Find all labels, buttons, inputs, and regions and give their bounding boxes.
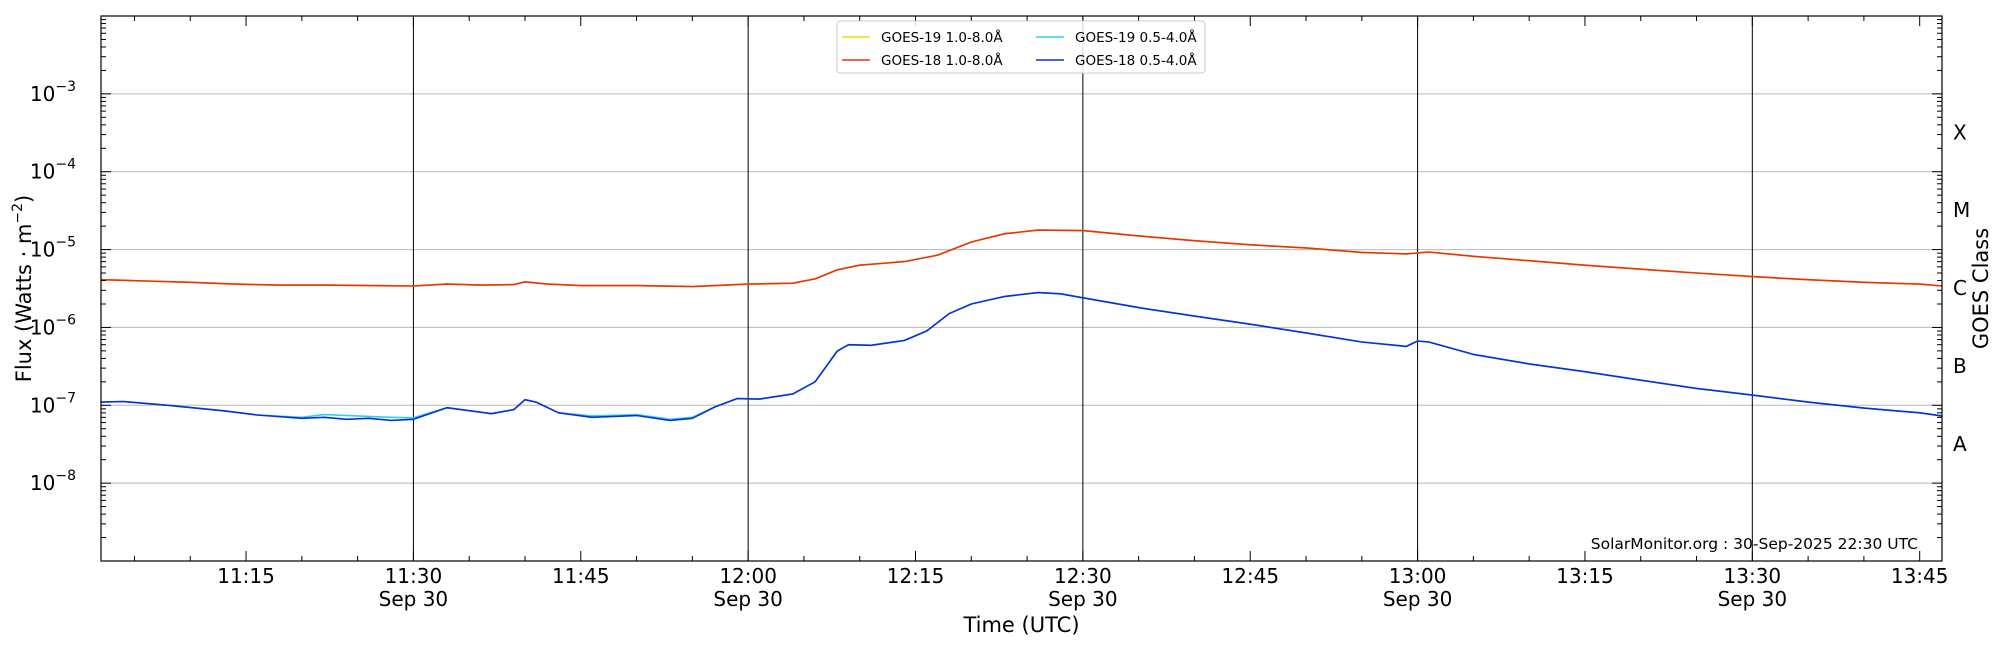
- goes-class-axis-title: GOES Class: [1969, 228, 1993, 349]
- x-tick-label: 13:15: [1556, 564, 1614, 588]
- x-tick-label: 13:45: [1891, 564, 1949, 588]
- y-tick-exponent: −5: [55, 235, 76, 251]
- x-tick-label: 12:45: [1221, 564, 1279, 588]
- y-tick-label: 10−7: [30, 390, 76, 417]
- x-tick-date-label: Sep 30: [713, 587, 783, 611]
- y-axis-title-close: ): [12, 195, 36, 203]
- goes-class-label: X: [1953, 120, 1967, 144]
- plot-frame: [100, 15, 1943, 562]
- legend-label: GOES-19 1.0-8.0Å: [881, 29, 1003, 46]
- y-tick-label: 10−4: [30, 157, 76, 184]
- legend: GOES-19 1.0-8.0Å GOES-19 0.5-4.0Å GOES-18 …: [836, 20, 1206, 74]
- x-tick-date-label: Sep 30: [379, 587, 449, 611]
- day-marker-lines: [412, 16, 1753, 561]
- y-tick-label: 10−8: [30, 468, 76, 495]
- legend-label: GOES-18 1.0-8.0Å: [881, 52, 1003, 69]
- y-tick-base: 10: [30, 471, 55, 495]
- legend-label: GOES-18 0.5-4.0Å: [1075, 52, 1197, 69]
- credit-text: SolarMonitor.org : 30-Sep-2025 22:30 UTC: [1591, 535, 1918, 553]
- y-tick-label: 10−5: [30, 235, 76, 262]
- flux-series: [100, 229, 1943, 422]
- y-axis-title: Flux (Watts · m−2): [10, 195, 36, 383]
- legend-box: [836, 20, 1206, 74]
- x-tick-label: 11:15: [217, 564, 275, 588]
- x-tick-label: 12:15: [887, 564, 945, 588]
- x-tick-label: 12:30: [1054, 564, 1112, 588]
- series-line: [100, 229, 1943, 288]
- axis-ticks: [101, 16, 1942, 562]
- goes-class-label: A: [1953, 432, 1967, 456]
- x-tick-label: 13:30: [1724, 564, 1782, 588]
- x-axis-title: Time (UTC): [962, 613, 1079, 637]
- x-tick-date-label: Sep 30: [1383, 587, 1453, 611]
- goes-class-label: C: [1953, 276, 1967, 300]
- y-tick-exponent: −8: [55, 468, 76, 484]
- y-axis-title-exponent: −2: [10, 203, 26, 224]
- y-tick-base: 10: [30, 393, 55, 417]
- y-tick-label: 10−6: [30, 312, 76, 339]
- y-tick-exponent: −4: [55, 157, 76, 173]
- goes-class-label: B: [1953, 354, 1967, 378]
- y-tick-base: 10: [30, 238, 55, 262]
- goes-class-label: M: [1953, 198, 1970, 222]
- goes-class-labels: A B C M X: [1953, 120, 1970, 455]
- y-tick-labels: 10−810−710−610−510−410−3: [30, 79, 76, 495]
- y-tick-base: 10: [30, 160, 55, 184]
- y-tick-label: 10−3: [30, 79, 76, 106]
- legend-label: GOES-19 0.5-4.0Å: [1075, 29, 1197, 46]
- y-tick-exponent: −7: [55, 390, 76, 406]
- y-tick-exponent: −6: [55, 312, 76, 328]
- x-tick-label: 11:30: [385, 564, 443, 588]
- x-tick-date-label: Sep 30: [1718, 587, 1788, 611]
- x-tick-label: 11:45: [552, 564, 610, 588]
- horizontal-grid: [101, 93, 1942, 484]
- y-tick-base: 10: [30, 315, 55, 339]
- y-axis-title-main: Flux (Watts · m: [12, 224, 36, 383]
- series-line: [100, 291, 1943, 422]
- x-tick-label: 12:00: [719, 564, 777, 588]
- x-tick-date-label: Sep 30: [1048, 587, 1118, 611]
- y-tick-base: 10: [30, 82, 55, 106]
- x-tick-label: 13:00: [1389, 564, 1447, 588]
- y-tick-exponent: −3: [55, 79, 76, 95]
